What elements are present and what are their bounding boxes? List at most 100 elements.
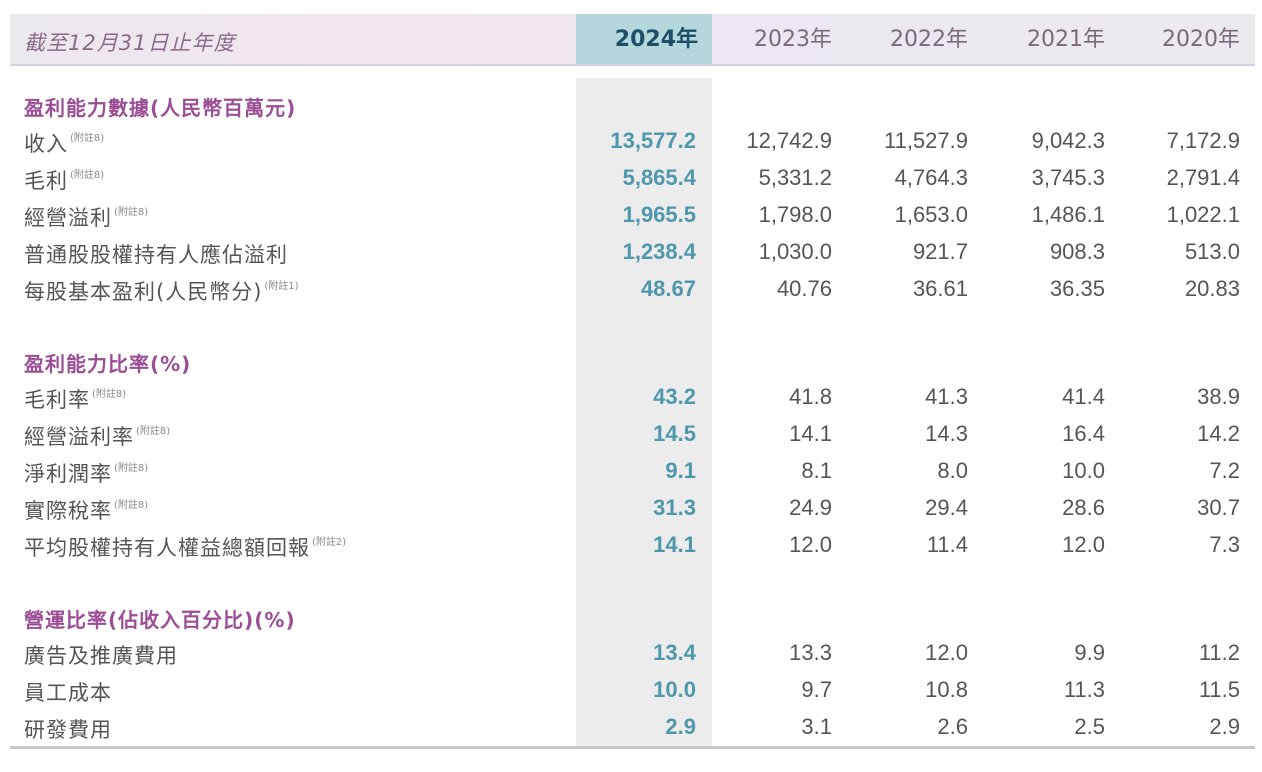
table-bottom-rule	[10, 746, 1255, 749]
value-2021: 16.4	[1062, 421, 1105, 446]
row-label: 經營溢利 (附註8)	[24, 206, 149, 230]
value-2022: 8.0	[937, 458, 968, 483]
section-title-operating-ratios: 營運比率(佔收入百分比)(%)	[24, 608, 296, 632]
value-2024: 31.3	[653, 495, 696, 520]
table-row: 經營溢利率 (附註8) 14.5 14.1 14.3 16.4 14.2	[10, 417, 1255, 454]
row-label: 毛利 (附註8)	[24, 169, 105, 193]
footnote-ref: (附註1)	[264, 281, 299, 292]
value-2023: 3.1	[801, 714, 832, 739]
value-2022: 29.4	[925, 495, 968, 520]
value-2022: 4,764.3	[894, 165, 968, 190]
table-row: 淨利潤率 (附註8) 9.1 8.1 8.0 10.0 7.2	[10, 454, 1255, 491]
value-2023: 12.0	[789, 532, 832, 557]
table-header: 截至12月31日止年度 2024年 2023年 2022年 2021年 2020…	[10, 14, 1255, 66]
value-2023: 14.1	[789, 421, 832, 446]
value-2020: 14.2	[1197, 421, 1240, 446]
value-2024: 2.9	[665, 714, 696, 739]
value-2020: 7,172.9	[1166, 128, 1240, 153]
value-2022: 11.4	[926, 532, 968, 557]
table-row: 經營溢利 (附註8) 1,965.5 1,798.0 1,653.0 1,486.…	[10, 198, 1255, 235]
value-2021: 28.6	[1062, 495, 1105, 520]
value-2021: 10.0	[1062, 458, 1105, 483]
value-2020: 513.0	[1184, 239, 1240, 264]
table-row: 研發費用 2.9 3.1 2.6 2.5 2.9	[10, 710, 1255, 747]
value-2020: 7.3	[1209, 532, 1240, 557]
value-2023: 1,798.0	[758, 202, 832, 227]
value-2022: 10.8	[925, 677, 968, 702]
table-row: 每股基本盈利(人民幣分) (附註1) 48.67 40.76 36.61 36.3…	[10, 272, 1255, 309]
row-label: 收入 (附註8)	[24, 132, 105, 156]
value-2020: 11.5	[1198, 677, 1240, 702]
value-2022: 921.7	[912, 239, 968, 264]
footnote-ref: (附註8)	[114, 500, 149, 511]
value-2022: 1,653.0	[894, 202, 968, 227]
footnote-ref: (附註8)	[70, 170, 105, 181]
value-2023: 1,030.0	[758, 239, 832, 264]
value-2023: 40.76	[776, 276, 832, 301]
value-2023: 8.1	[801, 458, 832, 483]
value-2022: 36.61	[912, 276, 968, 301]
value-2022: 41.3	[925, 384, 968, 409]
table-row: 廣告及推廣費用 13.4 13.3 12.0 9.9 11.2	[10, 636, 1255, 673]
footnote-ref: (附註8)	[114, 207, 149, 218]
row-label: 廣告及推廣費用	[24, 644, 178, 668]
value-2021: 1,486.1	[1031, 202, 1105, 227]
table-row: 收入 (附註8) 13,577.2 12,742.9 11,527.9 9,042…	[10, 124, 1255, 161]
footnote-ref: (附註8)	[92, 389, 127, 400]
value-2021: 41.4	[1062, 384, 1105, 409]
value-2021: 36.35	[1049, 276, 1105, 301]
year-header-2021: 2021年	[1027, 27, 1105, 52]
value-2020: 20.83	[1184, 276, 1240, 301]
value-2020: 2.9	[1209, 714, 1240, 739]
table-row: 員工成本 10.0 9.7 10.8 11.3 11.5	[10, 673, 1255, 710]
value-2024: 13,577.2	[610, 128, 696, 153]
financial-summary-table: 截至12月31日止年度 2024年 2023年 2022年 2021年 2020…	[10, 14, 1255, 749]
value-2021: 908.3	[1049, 239, 1105, 264]
row-label: 實際稅率 (附註8)	[24, 499, 149, 523]
row-label: 研發費用	[24, 718, 112, 742]
footnote-ref: (附註8)	[136, 426, 171, 437]
period-title: 截至12月31日止年度	[24, 31, 236, 55]
value-2021: 9.9	[1074, 640, 1105, 665]
year-header-2022: 2022年	[890, 27, 968, 52]
current-year-highlight-column	[576, 78, 712, 748]
value-2024: 43.2	[653, 384, 696, 409]
value-2020: 38.9	[1197, 384, 1240, 409]
value-2021: 9,042.3	[1031, 128, 1105, 153]
value-2024: 1,965.5	[622, 202, 696, 227]
year-header-2020: 2020年	[1162, 27, 1240, 52]
value-2020: 30.7	[1197, 495, 1240, 520]
section-title-profitability-ratios: 盈利能力比率(%)	[24, 352, 192, 376]
footnote-ref: (附註2)	[312, 537, 347, 548]
value-2020: 1,022.1	[1166, 202, 1240, 227]
year-header-2023: 2023年	[754, 27, 832, 52]
value-2020: 2,791.4	[1166, 165, 1240, 190]
value-2023: 13.3	[789, 640, 832, 665]
value-2022: 14.3	[925, 421, 968, 446]
section-title-profitability-data: 盈利能力數據(人民幣百萬元)	[24, 96, 297, 120]
value-2023: 24.9	[789, 495, 832, 520]
row-label: 員工成本	[24, 681, 112, 705]
value-2024: 14.1	[653, 532, 696, 557]
value-2023: 5,331.2	[758, 165, 832, 190]
value-2021: 12.0	[1062, 532, 1105, 557]
year-header-2024: 2024年	[576, 14, 712, 64]
table-row: 毛利 (附註8) 5,865.4 5,331.2 4,764.3 3,745.3 …	[10, 161, 1255, 198]
value-2021: 11.3	[1063, 677, 1105, 702]
value-2024: 48.67	[640, 276, 696, 301]
row-label: 每股基本盈利(人民幣分) (附註1)	[24, 280, 299, 304]
value-2023: 41.8	[789, 384, 832, 409]
value-2023: 12,742.9	[746, 128, 832, 153]
value-2024: 14.5	[653, 421, 696, 446]
footnote-ref: (附註8)	[70, 133, 105, 144]
value-2020: 11.2	[1198, 640, 1240, 665]
value-2024: 13.4	[653, 640, 696, 665]
value-2023: 9.7	[801, 677, 832, 702]
table-row: 普通股股權持有人應佔溢利 1,238.4 1,030.0 921.7 908.3…	[10, 235, 1255, 272]
value-2024: 10.0	[653, 677, 696, 702]
value-2024: 1,238.4	[622, 239, 696, 264]
table-row: 平均股權持有人權益總額回報 (附註2) 14.1 12.0 11.4 12.0 7…	[10, 528, 1255, 565]
value-2021: 3,745.3	[1031, 165, 1105, 190]
table-row: 毛利率 (附註8) 43.2 41.8 41.3 41.4 38.9	[10, 380, 1255, 417]
row-label: 經營溢利率 (附註8)	[24, 425, 171, 449]
